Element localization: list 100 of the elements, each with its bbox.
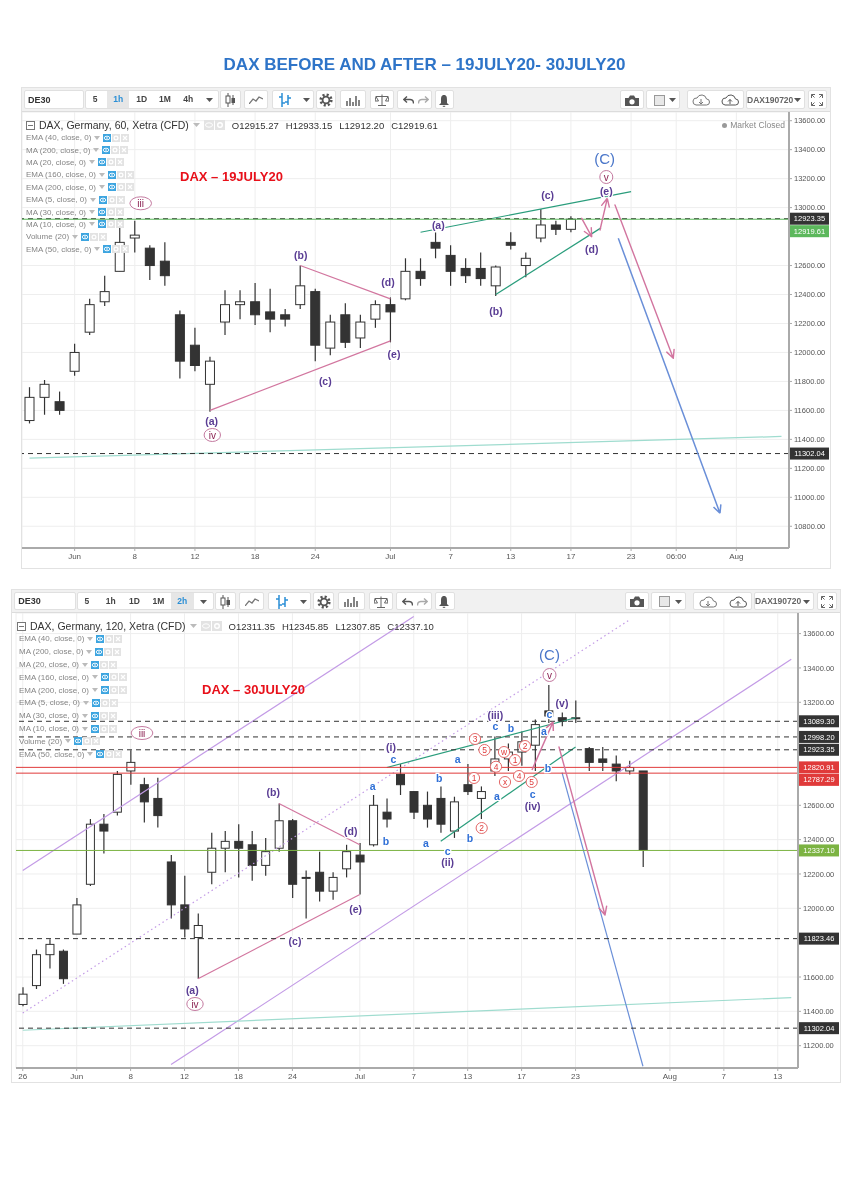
candlestick [385, 296, 396, 343]
annotation: a [454, 752, 461, 765]
x-tick-label: 12 [180, 1071, 190, 1081]
annotation: (e) [599, 184, 613, 197]
annotation: (a) [431, 218, 445, 231]
x-tick-label: 7 [721, 1071, 727, 1081]
annotation: L12912.20 [339, 119, 385, 131]
annotation: (v) [555, 696, 569, 709]
annotation: 4 [516, 770, 522, 781]
x-tick-label: 26 [18, 1071, 28, 1081]
annotation: (b) [293, 248, 308, 261]
candlestick [355, 842, 365, 896]
annotation: H12933.15 [285, 119, 333, 131]
annotation: 2 [479, 822, 485, 833]
annotation: 1 [512, 754, 518, 765]
annotation: 3 [472, 733, 478, 744]
annotation: EMA (50, close, 0) [19, 749, 85, 759]
x-tick-label: 8 [128, 1071, 134, 1081]
text: DE30 [18, 595, 41, 608]
candlestick [355, 314, 366, 349]
candlestick [234, 823, 244, 879]
x-tick-label: 17 [566, 551, 576, 561]
annotation: a [494, 789, 501, 802]
annotation: (a) [205, 414, 219, 427]
text: 5 [91, 93, 99, 106]
x-tick-label: 7 [411, 1071, 417, 1081]
candlestick [139, 777, 149, 824]
annotation: b [466, 831, 474, 844]
text: 4h [182, 93, 195, 106]
annotation: L12307.85 [335, 620, 381, 632]
candlestick [611, 754, 621, 782]
annotation: a [423, 836, 430, 849]
candlestick [220, 289, 231, 336]
annotation: (b) [266, 785, 281, 798]
candlestick [490, 264, 501, 297]
text: DE30 [28, 94, 51, 107]
x-tick-label: Aug [729, 551, 744, 561]
annotation: EMA (160, close, 0) [26, 170, 96, 180]
candlestick [144, 244, 155, 281]
annotation: (e) [349, 902, 363, 915]
annotation: iii [137, 197, 145, 209]
candlestick [295, 264, 306, 310]
annotation: (c) [318, 374, 332, 387]
candlestick [445, 244, 456, 287]
annotation: (iv) [524, 799, 541, 812]
annotation: H12345.85 [281, 620, 329, 632]
x-tick-label: 8 [132, 551, 138, 561]
annotation: 2 [522, 740, 528, 751]
x-tick-label: 23 [626, 551, 637, 561]
candlestick [370, 299, 381, 329]
x-tick-label: 12 [190, 551, 200, 561]
text: DAX190720 [754, 595, 802, 608]
annotation: Volume (20) [26, 232, 70, 242]
annotation: (c) [541, 188, 555, 201]
text: 1M [158, 93, 172, 106]
candlestick [99, 813, 109, 854]
annotation: O12915.27 [231, 119, 279, 131]
candlestick [18, 986, 28, 1007]
candlestick [342, 844, 352, 879]
x-tick-label: Aug [662, 1071, 678, 1081]
annotation: iii [138, 727, 146, 739]
annotation: 4 [493, 761, 499, 772]
candlestick [476, 785, 486, 820]
text: 1h [104, 595, 117, 608]
candlestick [315, 851, 325, 903]
annotation: EMA (200, close, 0) [26, 182, 96, 192]
annotation: MA (20, close, 0) [26, 157, 87, 167]
text: 1D [128, 595, 141, 608]
candlestick [415, 257, 426, 287]
annotation: MA (30, close, 0) [26, 207, 87, 217]
x-tick-label: 24 [287, 1071, 298, 1081]
annotation: 5 [529, 776, 535, 787]
text: 1D [135, 93, 149, 106]
chart-title: DAX BEFORE AND AFTER – 19JULY20- 30JULY20 [222, 55, 627, 75]
annotation: EMA (40, close, 0) [26, 133, 92, 143]
annotation: O12311.35 [228, 620, 275, 632]
candlestick [328, 871, 338, 901]
annotation: x [502, 776, 508, 787]
annotation: MA (10, close, 0) [19, 724, 80, 734]
annotation: (i) [386, 740, 396, 753]
annotation: Volume (20) [19, 736, 63, 746]
x-tick-label: Jun [68, 551, 82, 561]
candlestick [220, 830, 230, 873]
candlestick [261, 837, 271, 877]
text: DAX190720 [747, 94, 794, 107]
annotation: (iii) [487, 708, 504, 721]
annotation: C12919.61 [391, 119, 438, 131]
text: 1h [107, 91, 130, 108]
annotation: v [547, 669, 552, 681]
x-tick-label: 13 [506, 551, 516, 561]
annotation: a [369, 779, 376, 792]
x-tick-label: Jul [385, 551, 396, 561]
annotation: MA (200, close, 0) [19, 647, 84, 657]
annotation: (C) [594, 150, 616, 168]
candlestick [409, 790, 419, 820]
candlestick [54, 390, 65, 416]
annotation: (d) [584, 242, 599, 255]
annotation: DAX, Germany, 120, Xetra (CFD) [30, 620, 186, 632]
annotation: b [436, 771, 443, 784]
annotation: c [529, 787, 536, 800]
